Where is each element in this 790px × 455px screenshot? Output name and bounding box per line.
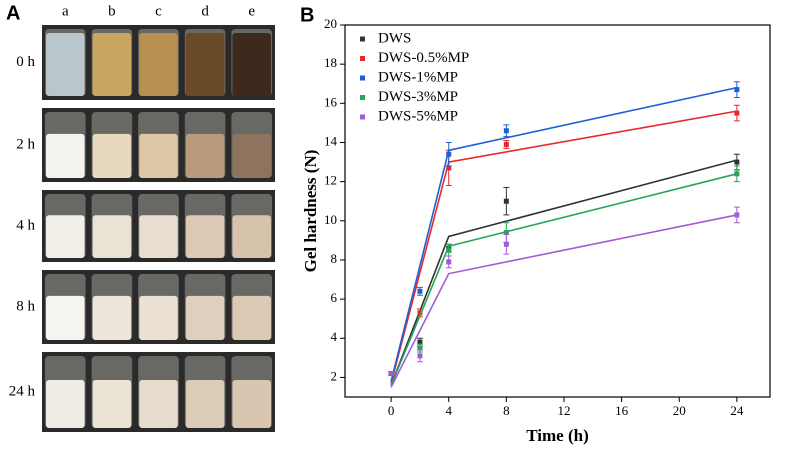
photo-panel: a b c d e 0 h 2 h 4 h 8 h 24 h — [9, 3, 275, 432]
row-label: 4 h — [16, 217, 35, 233]
legend-label: DWS-0.5%MP — [378, 50, 469, 66]
legend-label: DWS-5%MP — [378, 108, 458, 124]
column-label: e — [248, 3, 255, 19]
beaker-content — [46, 380, 85, 428]
beaker-content — [92, 215, 132, 258]
data-point — [734, 87, 740, 93]
beaker-content — [185, 133, 225, 178]
x-tick-label: 16 — [615, 403, 629, 418]
beaker-content — [232, 380, 271, 428]
beaker-content — [46, 33, 85, 96]
data-point — [734, 171, 740, 177]
beaker-content — [92, 295, 132, 340]
beaker-content — [232, 133, 271, 178]
x-tick-label: 0 — [388, 403, 395, 418]
legend-label: DWS-1%MP — [378, 69, 458, 85]
data-point — [446, 151, 452, 157]
data-point — [734, 159, 740, 165]
fit-line — [390, 86, 738, 382]
legend-marker — [360, 114, 365, 120]
y-tick-label: 8 — [331, 251, 338, 266]
x-tick-label: 20 — [673, 403, 686, 418]
legend-marker — [360, 95, 365, 100]
beaker-content — [232, 33, 271, 96]
legend-marker — [360, 56, 365, 61]
data-point — [417, 310, 423, 316]
data-point — [446, 165, 452, 171]
x-tick-label: 4 — [445, 403, 452, 418]
beaker-content — [46, 215, 85, 258]
fit-line — [390, 159, 738, 386]
beaker-content — [139, 133, 178, 178]
legend-label: DWS-3%MP — [378, 89, 458, 105]
beaker-content — [139, 295, 178, 340]
beaker-content — [139, 215, 178, 258]
y-axis-label: Gel hardness (N) — [301, 150, 320, 273]
beaker-content — [139, 33, 178, 96]
legend-marker — [360, 36, 365, 42]
fit-line — [390, 110, 738, 384]
legend-marker — [360, 75, 365, 81]
row-label: 0 h — [16, 54, 35, 70]
row-label: 2 h — [16, 136, 35, 152]
panel-label: B — [300, 4, 314, 26]
data-point — [734, 212, 740, 218]
data-point — [388, 371, 394, 377]
beaker-content — [185, 33, 225, 96]
y-tick-label: 4 — [331, 329, 338, 344]
column-label: d — [201, 3, 209, 19]
beaker-content — [92, 33, 132, 96]
data-point — [417, 353, 423, 359]
data-point — [503, 128, 509, 134]
y-tick-label: 12 — [324, 173, 337, 188]
plot-frame — [344, 24, 771, 398]
beaker-content — [232, 295, 271, 340]
data-point — [503, 141, 509, 147]
beaker-content — [139, 380, 178, 428]
legend-label: DWS — [378, 30, 411, 46]
beaker-content — [232, 215, 271, 258]
data-point — [417, 339, 423, 345]
y-tick-label: 16 — [324, 94, 338, 109]
data-point — [503, 241, 509, 247]
beaker-content — [46, 133, 85, 178]
data-point — [734, 110, 740, 116]
beaker-content — [46, 295, 85, 340]
x-tick-label: 24 — [730, 403, 744, 418]
x-tick-label: 8 — [503, 403, 510, 418]
beaker-content — [185, 295, 225, 340]
column-label: b — [108, 3, 116, 19]
beaker-content — [92, 380, 132, 428]
x-tick-label: 12 — [557, 403, 570, 418]
y-tick-label: 20 — [324, 16, 337, 31]
beaker-content — [185, 380, 225, 428]
data-point — [503, 230, 509, 236]
row-label: 8 h — [16, 298, 35, 314]
data-point — [417, 345, 423, 351]
beaker-content — [185, 215, 225, 258]
panel-label: A — [6, 2, 20, 24]
y-tick-label: 6 — [331, 290, 338, 305]
data-point — [503, 198, 509, 204]
beaker-content — [92, 133, 132, 178]
y-tick-label: 2 — [331, 368, 338, 383]
data-point — [446, 259, 452, 265]
fit-line — [390, 214, 738, 388]
y-tick-label: 14 — [324, 133, 338, 148]
column-label: c — [155, 3, 162, 19]
x-axis-label: Time (h) — [526, 426, 589, 445]
data-point — [446, 247, 452, 253]
y-tick-label: 18 — [324, 55, 337, 70]
data-point — [417, 288, 423, 294]
y-tick-label: 10 — [324, 212, 337, 227]
column-label: a — [62, 3, 69, 19]
row-label: 24 h — [9, 383, 36, 399]
